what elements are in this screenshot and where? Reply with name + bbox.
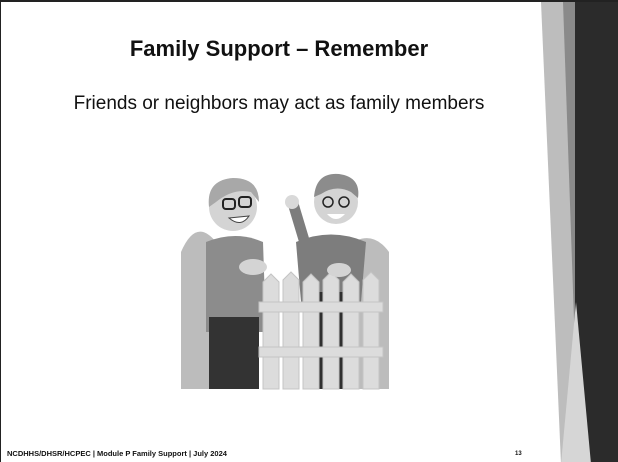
slide-footer: NCDHHS/DHSR/HCPEC | Module P Family Supp… <box>7 449 227 458</box>
illustration <box>179 172 391 389</box>
slide-subtitle: Friends or neighbors may act as family m… <box>69 90 489 117</box>
slide-graphics <box>1 2 618 462</box>
slide-title: Family Support – Remember <box>1 36 557 62</box>
page-number: 13 <box>515 451 522 457</box>
slide: Family Support – Remember Friends or nei… <box>0 0 618 462</box>
